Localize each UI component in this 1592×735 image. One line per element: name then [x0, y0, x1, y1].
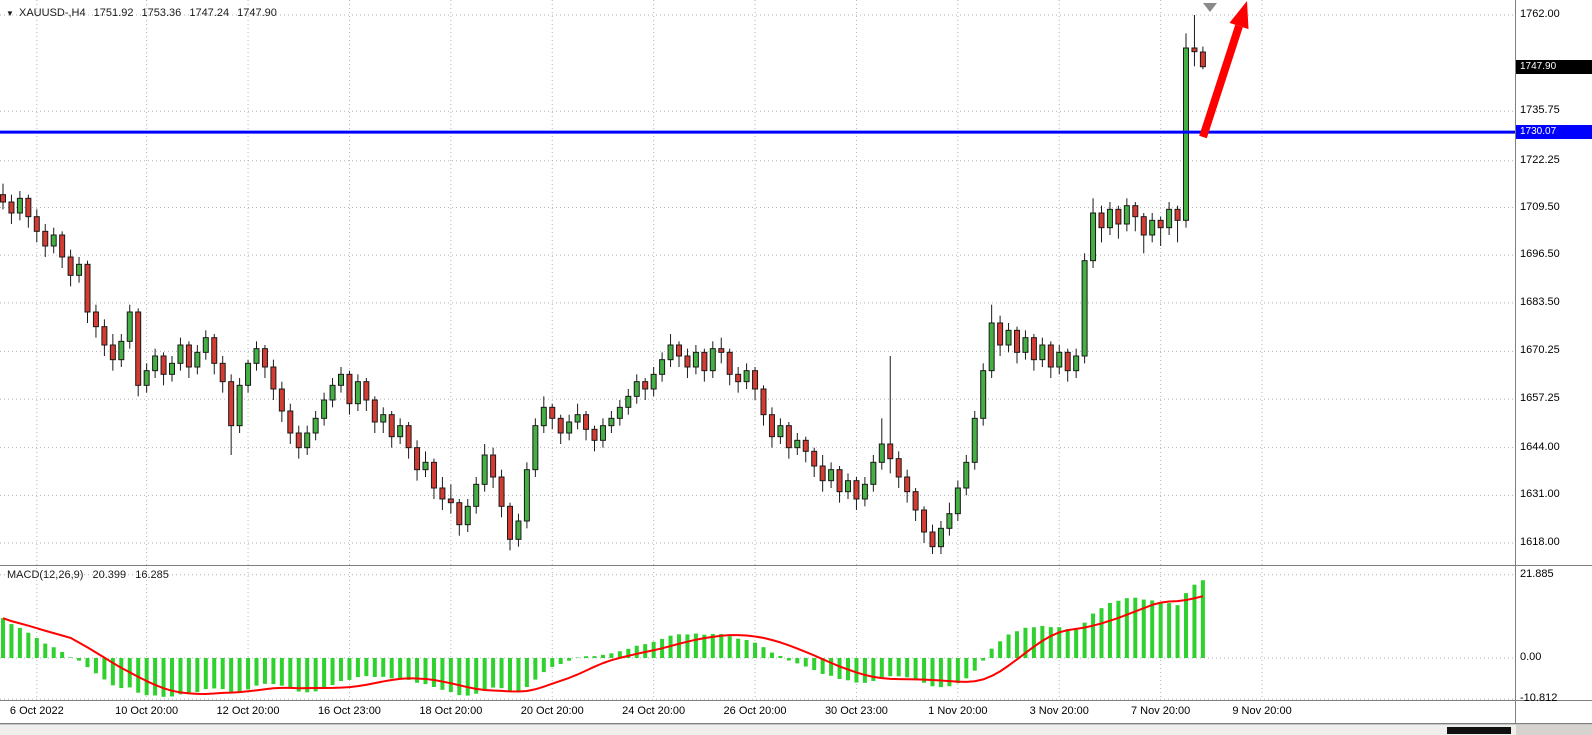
- scrollbar-corner: [1516, 725, 1592, 735]
- chart-legend: ▼ XAUUSD-,H4 1751.92 1753.36 1747.24 174…: [6, 7, 282, 19]
- macd-signal-value: 16.285: [135, 569, 169, 581]
- symbol-dropdown-icon[interactable]: ▼: [6, 9, 14, 18]
- horizontal-scrollbar[interactable]: [0, 724, 1592, 735]
- grid-vertical-lines: [36, 0, 1263, 700]
- chart-shift-icon: [1203, 3, 1217, 12]
- legend-open: 1751.92: [93, 7, 134, 19]
- legend-high: 1753.36: [141, 7, 182, 19]
- candlestick-series: [0, 15, 1206, 554]
- macd-histogram: [1, 580, 1205, 697]
- grid-horizontal-lines: [0, 14, 1515, 544]
- current-price-tag: 1747.90: [1516, 59, 1592, 74]
- legend-close: 1747.90: [237, 7, 277, 19]
- macd-level-lines: [0, 574, 1515, 700]
- macd-title: MACD(12,26,9): [7, 569, 84, 581]
- level-price-tag: 1730.07: [1516, 125, 1592, 140]
- trend-arrow-annotation[interactable]: [1199, 1, 1249, 139]
- macd-signal-line: [2, 595, 1204, 696]
- scrollbar-thumb[interactable]: [1447, 727, 1511, 734]
- macd-indicator-legend: MACD(12,26,9) 20.399 16.285: [7, 569, 175, 581]
- macd-main-value: 20.399: [92, 569, 127, 581]
- legend-symbol-period: XAUUSD-,H4: [18, 7, 86, 19]
- legend-low: 1747.24: [189, 7, 230, 19]
